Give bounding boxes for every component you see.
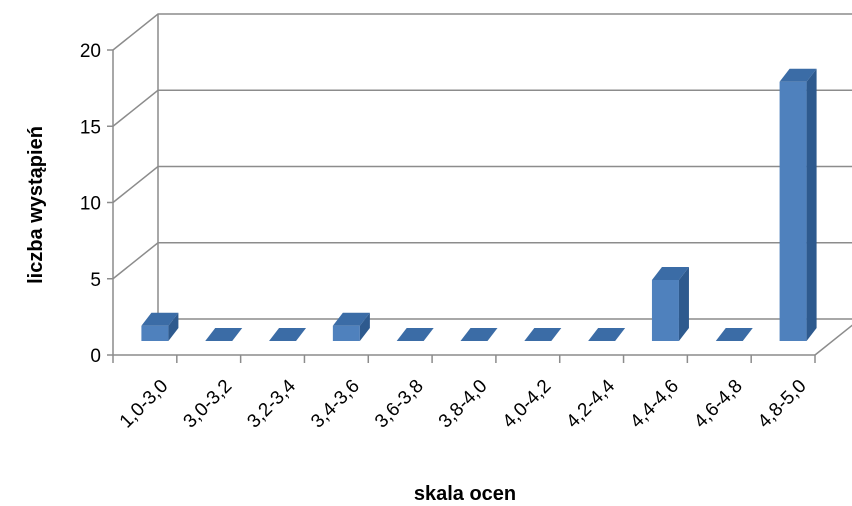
- y-tick-labels: 0 5 10 15 20: [80, 41, 101, 367]
- x-tick-label: 4,2-4,4: [562, 375, 619, 432]
- bar-side: [168, 312, 179, 341]
- bar-top: [269, 328, 307, 341]
- gridline: [112, 13, 852, 51]
- x-tick-label: 4,0-4,2: [499, 376, 556, 433]
- bar-top: [460, 328, 498, 341]
- y-tick-label: 0: [90, 346, 101, 367]
- gridline: [112, 165, 852, 204]
- y-axis-title: liczba wystąpień: [25, 126, 47, 284]
- x-tick-label: 3,8-4,0: [435, 376, 492, 433]
- x-tick-label: 4,8-5,0: [754, 376, 811, 433]
- bar-top: [396, 328, 434, 341]
- x-tick-label: 3,0-3,2: [180, 376, 237, 433]
- bar-side: [806, 68, 817, 341]
- bar: [269, 328, 307, 341]
- bar-front: [651, 280, 679, 341]
- bar: [332, 312, 370, 341]
- bar-side: [359, 312, 370, 341]
- gridlines: [112, 13, 852, 280]
- gridline: [112, 242, 852, 280]
- y-tick-label: 10: [80, 194, 101, 215]
- x-axis-title: skala ocen: [414, 483, 516, 505]
- y-tick-label: 20: [80, 41, 101, 62]
- bar-front: [332, 325, 360, 341]
- bar: [141, 312, 179, 341]
- y-tick-label: 15: [80, 117, 101, 138]
- bar-top: [205, 328, 243, 341]
- axes: [107, 14, 852, 363]
- bar: [779, 68, 817, 341]
- bars: [141, 68, 817, 341]
- floor-right-edge: [814, 324, 852, 356]
- x-tick-label: 1,0-3,0: [116, 376, 173, 433]
- bar: [524, 328, 562, 341]
- x-tick-label: 4,6-4,8: [690, 376, 747, 433]
- gridline: [112, 89, 852, 127]
- bar-top: [588, 328, 626, 341]
- bar: [588, 328, 626, 341]
- bar-front: [779, 81, 807, 341]
- bar-top: [715, 328, 753, 341]
- bar: [205, 328, 243, 341]
- bar-top: [651, 267, 689, 280]
- x-tick-labels: 1,0-3,0 3,0-3,2 3,2-3,4 3,4-3,6 3,6-3,8 3,8-4…: [116, 375, 811, 432]
- bar: [460, 328, 498, 341]
- y-tick-label: 5: [90, 270, 101, 291]
- bar: [715, 328, 753, 341]
- bar-top: [779, 68, 817, 82]
- bar-top: [332, 312, 370, 326]
- x-tick-label: 3,6-3,8: [371, 376, 428, 433]
- bar: [396, 328, 434, 341]
- x-tick-label: 4,4-4,6: [626, 376, 683, 433]
- bar: [651, 267, 689, 341]
- bar-side: [678, 267, 689, 341]
- bar-front: [141, 325, 169, 341]
- x-tick-label: 3,2-3,4: [243, 375, 300, 432]
- bar-top: [524, 328, 562, 341]
- bar-top: [141, 312, 179, 326]
- x-tick-label: 3,4-3,6: [307, 376, 364, 433]
